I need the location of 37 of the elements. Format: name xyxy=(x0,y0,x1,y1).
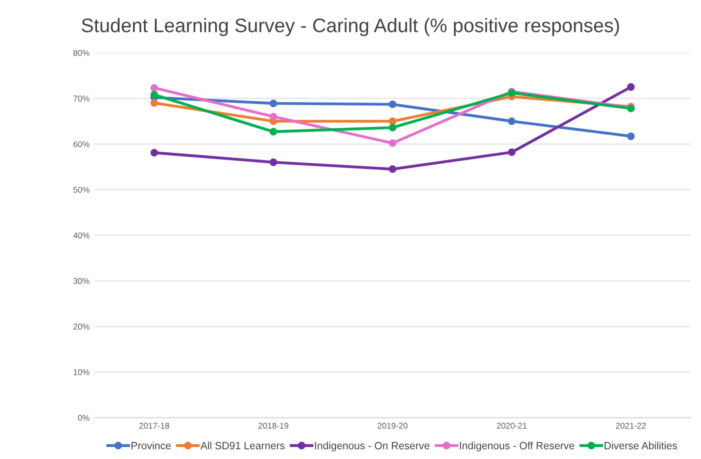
point xyxy=(270,128,278,136)
point xyxy=(508,148,516,156)
y-tick-label: 40% xyxy=(73,232,90,238)
x-tick-label: 2020-21 xyxy=(496,422,527,429)
y-tick-label: 10% xyxy=(74,369,90,376)
y-tick-label: 80% xyxy=(73,50,90,56)
point xyxy=(388,117,396,126)
x-tick-label: 2019-20 xyxy=(378,422,408,429)
point xyxy=(508,117,516,126)
y-tick-label: 70% xyxy=(74,96,90,102)
y-tick-label: 50% xyxy=(73,186,90,193)
x-tick-label: 2021-22 xyxy=(616,422,646,429)
point xyxy=(627,132,635,140)
y-tick-label: 60% xyxy=(74,141,90,148)
legend-label: Diverse Abilities xyxy=(604,442,677,450)
x-tick-label: 2017-18 xyxy=(139,422,170,429)
legend-label: Indigenous - On Reserve xyxy=(315,442,430,452)
chart-title: Student Learning Survey - Caring Adult (% positive responses) xyxy=(82,18,619,36)
point xyxy=(270,112,278,120)
legend-label: Province xyxy=(132,442,171,450)
point xyxy=(150,84,158,92)
point xyxy=(270,100,278,108)
point xyxy=(150,90,158,99)
point xyxy=(627,83,635,91)
point xyxy=(388,139,396,147)
point xyxy=(388,100,396,108)
point xyxy=(388,124,396,132)
y-tick-label: 0% xyxy=(78,414,90,421)
legend-label: All SD91 Learners xyxy=(200,442,285,450)
y-tick-label: 30% xyxy=(73,278,90,284)
legend-label: Indigenous - Off Reserve xyxy=(460,442,574,452)
point xyxy=(270,158,278,166)
point xyxy=(150,148,158,156)
point xyxy=(150,99,158,107)
y-tick-label: 20% xyxy=(74,324,90,330)
x-tick-label: 2018-19 xyxy=(258,422,288,429)
point xyxy=(388,165,396,173)
